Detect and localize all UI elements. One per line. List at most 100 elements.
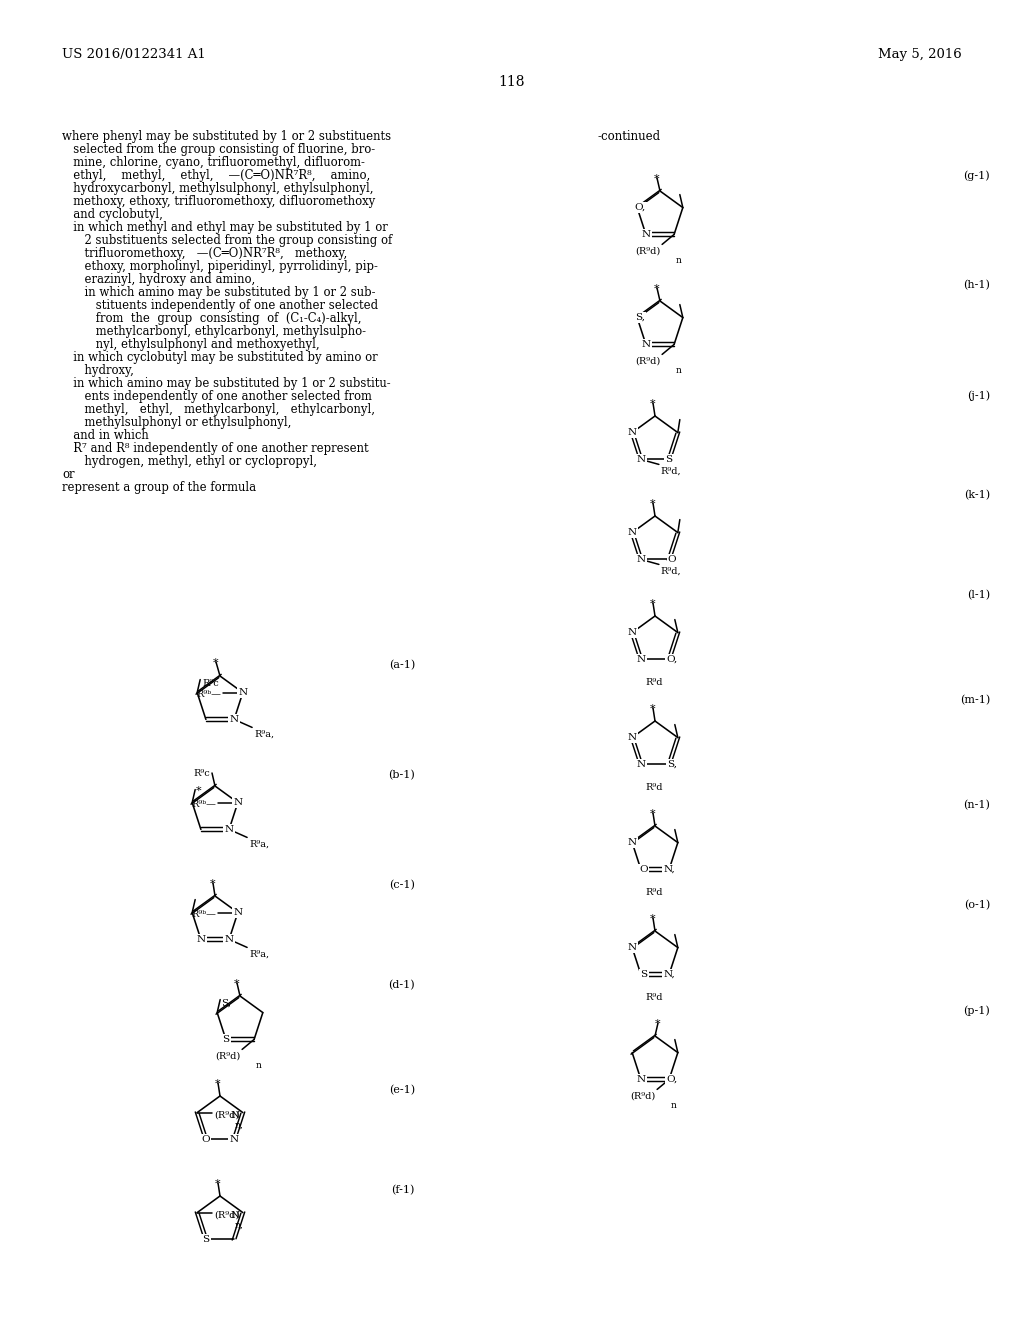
Text: (n-1): (n-1) (964, 800, 990, 810)
Text: *: * (215, 1078, 221, 1089)
Text: 2 substituents selected from the group consisting of: 2 substituents selected from the group c… (62, 234, 392, 247)
Text: R⁹d: R⁹d (645, 678, 663, 686)
Text: *: * (210, 879, 216, 888)
Text: *: * (650, 913, 655, 924)
Text: methoxy, ethoxy, trifluoromethoxy, difluoromethoxy: methoxy, ethoxy, trifluoromethoxy, diflu… (62, 195, 375, 209)
Text: S,: S, (635, 313, 645, 322)
Text: N: N (224, 825, 233, 834)
Text: R⁹ᵇ—: R⁹ᵇ— (190, 800, 216, 809)
Text: (f-1): (f-1) (391, 1185, 415, 1196)
Text: R⁹d: R⁹d (645, 993, 663, 1002)
Text: -continued: -continued (598, 129, 662, 143)
Text: n: n (671, 1101, 677, 1110)
Text: S: S (203, 1236, 210, 1243)
Text: (b-1): (b-1) (388, 770, 415, 780)
Text: ents independently of one another selected from: ents independently of one another select… (62, 389, 372, 403)
Text: R⁹d: R⁹d (645, 888, 663, 898)
Text: N,: N, (664, 970, 675, 979)
Text: trifluoromethoxy,   —(C═O)NR⁷R⁸,   methoxy,: trifluoromethoxy, —(C═O)NR⁷R⁸, methoxy, (62, 247, 347, 260)
Text: R⁹a,: R⁹a, (249, 840, 269, 849)
Text: methyl,   ethyl,   methylcarbonyl,   ethylcarbonyl,: methyl, ethyl, methylcarbonyl, ethylcarb… (62, 403, 375, 416)
Text: N: N (641, 230, 650, 239)
Text: represent a group of the formula: represent a group of the formula (62, 480, 256, 494)
Text: R⁹ᵇ—: R⁹ᵇ— (190, 909, 216, 919)
Text: (R⁹d): (R⁹d) (630, 1092, 655, 1101)
Text: (k-1): (k-1) (964, 490, 990, 500)
Text: (R⁹d): (R⁹d) (635, 356, 660, 366)
Text: *: * (650, 399, 655, 409)
Text: N: N (636, 455, 645, 463)
Text: stituents independently of one another selected: stituents independently of one another s… (62, 300, 378, 312)
Text: n: n (256, 1061, 262, 1071)
Text: R⁷ and R⁸ independently of one another represent: R⁷ and R⁸ independently of one another r… (62, 442, 369, 455)
Text: N: N (628, 528, 637, 537)
Text: and cyclobutyl,: and cyclobutyl, (62, 209, 163, 220)
Text: and in which: and in which (62, 429, 148, 442)
Text: N,: N, (664, 865, 675, 874)
Text: in which amino may be substituted by 1 or 2 substitu-: in which amino may be substituted by 1 o… (62, 378, 390, 389)
Text: N: N (197, 935, 206, 944)
Text: (R⁹d): (R⁹d) (215, 1052, 240, 1060)
Text: hydrogen, methyl, ethyl or cyclopropyl,: hydrogen, methyl, ethyl or cyclopropyl, (62, 455, 317, 469)
Text: *: * (197, 785, 202, 796)
Text: N: N (229, 1135, 239, 1144)
Text: n,: n, (234, 1221, 243, 1230)
Text: (o-1): (o-1) (964, 900, 990, 911)
Text: *: * (654, 174, 659, 183)
Text: US 2016/0122341 A1: US 2016/0122341 A1 (62, 48, 206, 61)
Text: (l-1): (l-1) (967, 590, 990, 601)
Text: R⁹c: R⁹c (194, 770, 210, 777)
Text: N: N (636, 655, 645, 664)
Text: in which cyclobutyl may be substituted by amino or: in which cyclobutyl may be substituted b… (62, 351, 378, 364)
Text: *: * (650, 704, 655, 714)
Text: or: or (62, 469, 75, 480)
Text: *: * (215, 1179, 221, 1189)
Text: in which methyl and ethyl may be substituted by 1 or: in which methyl and ethyl may be substit… (62, 220, 388, 234)
Text: O: O (202, 1135, 210, 1144)
Text: N: N (628, 942, 637, 952)
Text: (p-1): (p-1) (964, 1005, 990, 1015)
Text: R⁹c: R⁹c (202, 678, 219, 688)
Text: (d-1): (d-1) (388, 979, 415, 990)
Text: (e-1): (e-1) (389, 1085, 415, 1096)
Text: (a-1): (a-1) (389, 660, 415, 671)
Text: n: n (676, 367, 682, 375)
Text: erazinyl, hydroxy and amino,: erazinyl, hydroxy and amino, (62, 273, 255, 286)
Text: methylcarbonyl, ethylcarbonyl, methylsulpho-: methylcarbonyl, ethylcarbonyl, methylsul… (62, 325, 366, 338)
Text: O,: O, (667, 655, 678, 664)
Text: *: * (213, 657, 219, 668)
Text: R⁹d,: R⁹d, (660, 466, 682, 475)
Text: n: n (676, 256, 682, 265)
Text: where phenyl may be substituted by 1 or 2 substituents: where phenyl may be substituted by 1 or … (62, 129, 391, 143)
Text: N: N (230, 1111, 240, 1121)
Text: O,: O, (667, 1074, 678, 1084)
Text: in which amino may be substituted by 1 or 2 sub-: in which amino may be substituted by 1 o… (62, 286, 376, 300)
Text: N: N (628, 628, 637, 638)
Text: (c-1): (c-1) (389, 880, 415, 890)
Text: R⁹d: R⁹d (645, 783, 663, 792)
Text: hydroxycarbonyl, methylsulphonyl, ethylsulphonyl,: hydroxycarbonyl, methylsulphonyl, ethyls… (62, 182, 374, 195)
Text: N: N (229, 715, 239, 723)
Text: O: O (640, 865, 648, 874)
Text: R⁹ᵇ—: R⁹ᵇ— (196, 690, 221, 700)
Text: ethoxy, morpholinyl, piperidinyl, pyrrolidinyl, pip-: ethoxy, morpholinyl, piperidinyl, pyrrol… (62, 260, 378, 273)
Text: (R⁹d): (R⁹d) (635, 247, 660, 255)
Text: (R⁹d): (R⁹d) (214, 1110, 240, 1119)
Text: *: * (234, 979, 240, 989)
Text: N: N (641, 341, 650, 348)
Text: N: N (233, 799, 243, 807)
Text: from  the  group  consisting  of  (C₁-C₄)-alkyl,: from the group consisting of (C₁-C₄)-alk… (62, 312, 361, 325)
Text: (h-1): (h-1) (964, 280, 990, 290)
Text: N: N (230, 1210, 240, 1220)
Text: *: * (654, 284, 659, 294)
Text: n,: n, (234, 1121, 243, 1130)
Text: hydroxy,: hydroxy, (62, 364, 134, 378)
Text: *: * (655, 1019, 660, 1030)
Text: (m-1): (m-1) (959, 696, 990, 705)
Text: S: S (640, 970, 647, 979)
Text: R⁹a,: R⁹a, (254, 730, 274, 738)
Text: N: N (224, 935, 233, 944)
Text: mine, chlorine, cyano, trifluoromethyl, difluorom-: mine, chlorine, cyano, trifluoromethyl, … (62, 156, 365, 169)
Text: ethyl,    methyl,    ethyl,    —(C═O)NR⁷R⁸,    amino,: ethyl, methyl, ethyl, —(C═O)NR⁷R⁸, amino… (62, 169, 371, 182)
Text: N: N (636, 554, 645, 564)
